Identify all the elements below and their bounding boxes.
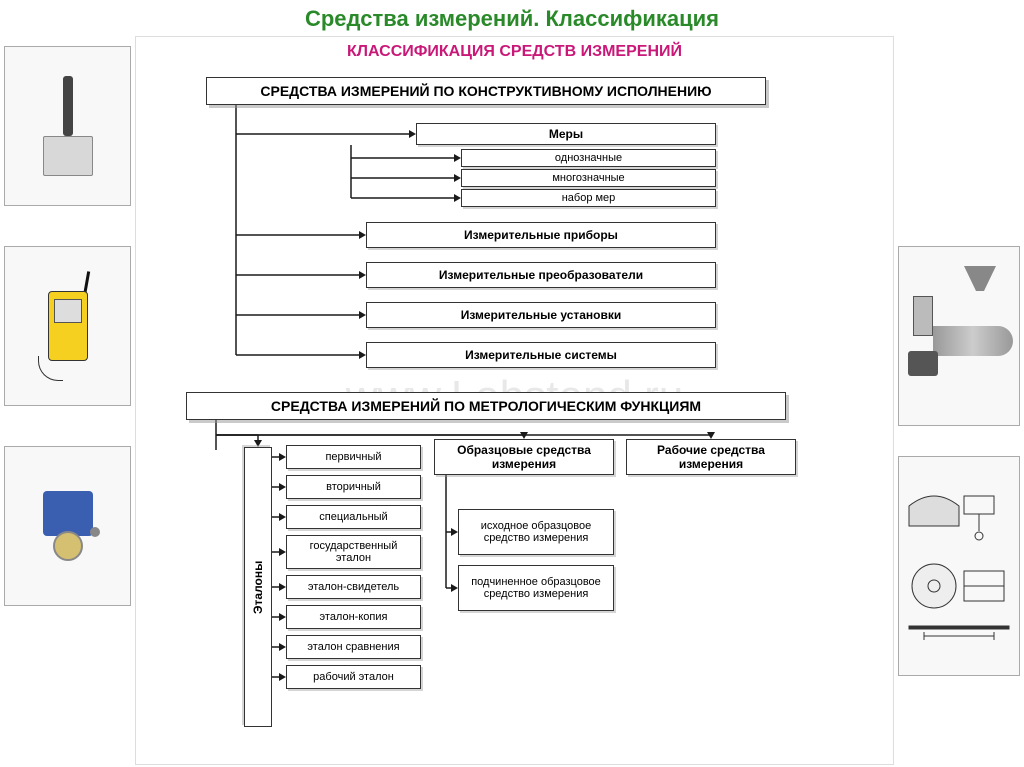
mery-sub: набор мер bbox=[461, 189, 716, 207]
etalon-item: первичный bbox=[286, 445, 421, 469]
section2-header: СРЕДСТВА ИЗМЕРЕНИЙ ПО МЕТРОЛОГИЧЕСКИМ ФУ… bbox=[186, 392, 786, 420]
etalon-item: государственный эталон bbox=[286, 535, 421, 569]
sensor-image bbox=[4, 46, 131, 206]
obraz-header: Образцовые средства измерения bbox=[434, 439, 614, 475]
etalon-item: вторичный bbox=[286, 475, 421, 499]
etalony-label: Эталоны bbox=[244, 447, 272, 727]
etalon-item: эталон-свидетель bbox=[286, 575, 421, 599]
mery-sub: однозначные bbox=[461, 149, 716, 167]
machine-image bbox=[898, 246, 1020, 426]
section1-row: Измерительные установки bbox=[366, 302, 716, 328]
content-row: КЛАССИФИКАЦИЯ СРЕДСТВ ИЗМЕРЕНИЙ www.Labs… bbox=[0, 36, 1024, 765]
obraz-item: подчиненное образцовое средство измерени… bbox=[458, 565, 614, 611]
etalon-item: эталон-копия bbox=[286, 605, 421, 629]
diagram-area: КЛАССИФИКАЦИЯ СРЕДСТВ ИЗМЕРЕНИЙ www.Labs… bbox=[135, 36, 894, 765]
left-images bbox=[0, 36, 135, 765]
etalon-item: специальный bbox=[286, 505, 421, 529]
etalon-item: рабочий эталон bbox=[286, 665, 421, 689]
section1-header: СРЕДСТВА ИЗМЕРЕНИЙ ПО КОНСТРУКТИВНОМУ ИС… bbox=[206, 77, 766, 105]
rabochie-box: Рабочие средства измерения bbox=[626, 439, 796, 475]
etalon-item: эталон сравнения bbox=[286, 635, 421, 659]
section1-row: Измерительные приборы bbox=[366, 222, 716, 248]
page-title: Средства измерений. Классификация bbox=[0, 0, 1024, 36]
meter-image bbox=[4, 246, 131, 406]
gauge-image bbox=[4, 446, 131, 606]
tech-drawing-image bbox=[898, 456, 1020, 676]
mery-box: Меры bbox=[416, 123, 716, 145]
section1-row: Измерительные системы bbox=[366, 342, 716, 368]
right-images bbox=[894, 36, 1024, 765]
mery-sub: многозначные bbox=[461, 169, 716, 187]
section1-row: Измерительные преобразователи bbox=[366, 262, 716, 288]
obraz-item: исходное образцовое средство измерения bbox=[458, 509, 614, 555]
